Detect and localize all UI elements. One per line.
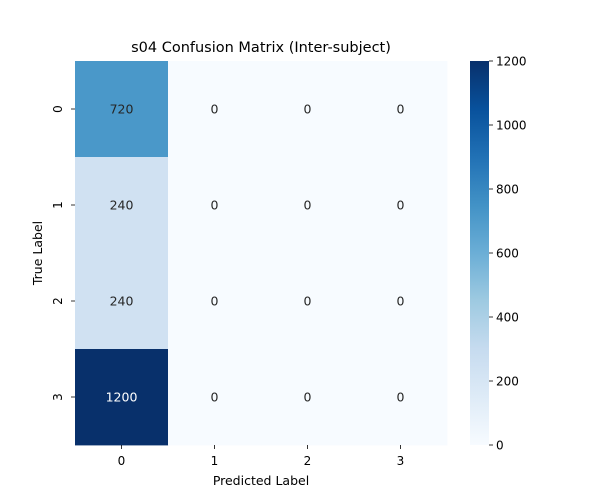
colorbar-ticks: 0 200 400 600 800 1000 1200 xyxy=(489,55,527,453)
cell-value-label: 1200 xyxy=(106,390,138,405)
x-axis-ticks: 0 1 2 3 xyxy=(118,445,405,468)
heatmap-cell xyxy=(75,157,169,254)
heatmap-cell xyxy=(75,61,169,158)
heatmap-cell xyxy=(354,157,448,254)
cell-value-label: 0 xyxy=(304,102,312,117)
y-axis-ticks: 0 1 2 3 xyxy=(51,105,75,401)
cell-value-label: 0 xyxy=(211,390,219,405)
x-axis-label: Predicted Label xyxy=(213,473,309,488)
heatmap-cells: 720 0 0 0 240 0 0 0 240 0 0 0 1200 0 0 0 xyxy=(75,61,448,446)
chart-title: s04 Confusion Matrix (Inter-subject) xyxy=(131,40,391,56)
heatmap-cell xyxy=(168,61,262,158)
heatmap-cell xyxy=(261,157,355,254)
cell-value-label: 720 xyxy=(110,102,134,117)
heatmap-cell xyxy=(354,253,448,350)
cell-value-label: 0 xyxy=(397,294,405,309)
heatmap-cell xyxy=(354,349,448,446)
y-tick-label: 3 xyxy=(51,393,65,401)
x-tick-label: 3 xyxy=(397,454,405,468)
y-axis-label: True Label xyxy=(30,221,45,286)
cell-value-label: 0 xyxy=(397,390,405,405)
heatmap-cell xyxy=(168,157,262,254)
cell-value-label: 0 xyxy=(304,390,312,405)
colorbar-tick-label: 0 xyxy=(496,439,504,453)
cell-value-label: 0 xyxy=(397,198,405,213)
heatmap-cell xyxy=(261,349,355,446)
heatmap-cell xyxy=(168,253,262,350)
cell-value-label: 0 xyxy=(211,102,219,117)
cell-value-label: 0 xyxy=(211,294,219,309)
heatmap-cell xyxy=(261,253,355,350)
x-tick-label: 2 xyxy=(304,454,312,468)
y-tick-label: 1 xyxy=(51,201,65,209)
colorbar-tick-label: 200 xyxy=(496,375,519,389)
colorbar-tick-label: 600 xyxy=(496,247,519,261)
cell-value-label: 0 xyxy=(397,102,405,117)
colorbar-tick-label: 1000 xyxy=(496,119,527,133)
cell-value-label: 0 xyxy=(304,198,312,213)
y-tick-label: 2 xyxy=(51,297,65,305)
cell-value-label: 240 xyxy=(110,294,134,309)
heatmap-cell xyxy=(75,349,169,446)
cell-value-label: 240 xyxy=(110,198,134,213)
heatmap-cell xyxy=(261,61,355,158)
x-tick-label: 0 xyxy=(118,454,126,468)
colorbar-tick-label: 1200 xyxy=(496,55,527,69)
heatmap-cell xyxy=(354,61,448,158)
cell-value-label: 0 xyxy=(304,294,312,309)
colorbar-tick-label: 400 xyxy=(496,311,519,325)
heatmap-cell xyxy=(75,253,169,350)
y-tick-label: 0 xyxy=(51,105,65,113)
cell-value-label: 0 xyxy=(211,198,219,213)
x-tick-label: 1 xyxy=(211,454,219,468)
colorbar-tick-label: 800 xyxy=(496,183,519,197)
heatmap-cell xyxy=(168,349,262,446)
colorbar xyxy=(470,61,489,445)
